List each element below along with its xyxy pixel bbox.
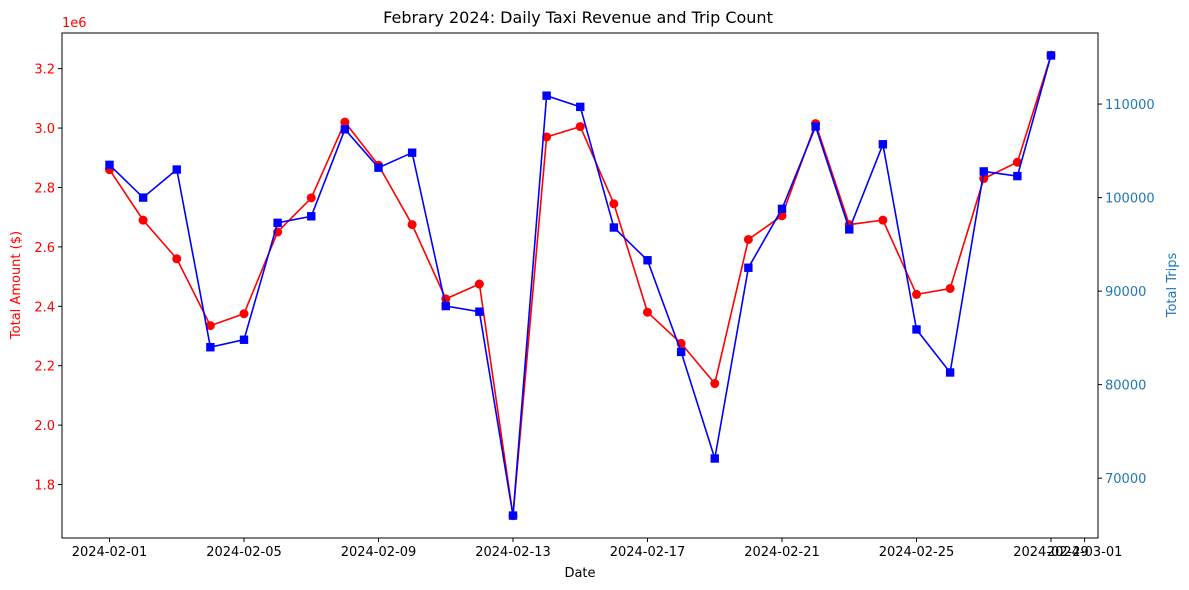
revenue-point bbox=[643, 307, 652, 317]
trips-point bbox=[609, 223, 619, 232]
left-axis-scale-label: 1e6 bbox=[62, 16, 87, 31]
revenue-point bbox=[138, 215, 148, 225]
trips-point bbox=[878, 140, 888, 149]
revenue-point bbox=[407, 220, 417, 230]
left-tick-label: 2.6 bbox=[34, 241, 55, 256]
right-tick-label: 80000 bbox=[1105, 379, 1146, 394]
revenue-point bbox=[205, 321, 215, 331]
trips-point bbox=[172, 165, 181, 174]
revenue-point bbox=[609, 199, 619, 209]
left-axis: 1.8 2.0 2.2 2.4 2.6 2.8 3.0 3.2 bbox=[34, 63, 62, 494]
trips-point bbox=[912, 325, 921, 334]
x-tick-label: 2024-02-01 bbox=[72, 545, 148, 560]
revenue-point bbox=[945, 283, 955, 293]
left-tick-label: 2.8 bbox=[34, 181, 55, 196]
x-tick-label: 2024-02-13 bbox=[475, 545, 551, 560]
trips-point bbox=[206, 343, 215, 352]
revenue-point bbox=[1012, 157, 1022, 167]
right-tick-label: 90000 bbox=[1105, 285, 1146, 300]
trips-point bbox=[1013, 171, 1022, 181]
left-axis-label: Total Amount ($) bbox=[9, 231, 24, 340]
left-tick-label: 3.0 bbox=[34, 122, 55, 137]
left-tick-label: 1.8 bbox=[34, 479, 55, 494]
trips-point bbox=[744, 263, 753, 272]
x-tick-label: 2024-02-25 bbox=[879, 545, 955, 560]
trips-point bbox=[1046, 51, 1056, 60]
x-tick-label: 2024-02-09 bbox=[341, 545, 417, 560]
trips-point bbox=[979, 167, 988, 176]
right-axis: 70000 80000 90000 100000 110000 bbox=[1098, 98, 1155, 487]
left-tick-label: 3.2 bbox=[34, 63, 55, 78]
trips-point bbox=[710, 454, 719, 463]
trips-point bbox=[945, 368, 955, 377]
revenue-point bbox=[172, 254, 182, 264]
trips-point bbox=[407, 148, 417, 157]
revenue-point bbox=[743, 234, 753, 244]
trips-point bbox=[441, 301, 450, 311]
x-tick-label: 2024-03-01 bbox=[1047, 545, 1123, 560]
revenue-point bbox=[710, 379, 720, 389]
trips-point bbox=[307, 212, 316, 221]
revenue-point bbox=[542, 132, 552, 142]
plot-area bbox=[61, 32, 1099, 539]
trips-point bbox=[105, 160, 114, 170]
left-tick-label: 2.0 bbox=[34, 419, 55, 434]
revenue-point bbox=[575, 122, 585, 132]
x-tick-label: 2024-02-29 bbox=[1013, 545, 1089, 560]
revenue-point bbox=[340, 117, 350, 127]
trips-point bbox=[643, 256, 652, 265]
series-layer bbox=[105, 50, 1056, 521]
trips-point bbox=[475, 307, 484, 316]
right-axis-label: Total Trips bbox=[1165, 253, 1180, 319]
trips-point bbox=[676, 347, 686, 357]
trips-point bbox=[845, 225, 854, 234]
x-axis-label: Date bbox=[564, 566, 595, 581]
right-tick-label: 110000 bbox=[1105, 98, 1155, 113]
x-tick-label: 2024-02-05 bbox=[206, 545, 282, 560]
x-tick-label: 2024-02-17 bbox=[610, 545, 686, 560]
trips-point bbox=[239, 335, 249, 344]
x-axis: 2024-02-01 2024-02-05 2024-02-09 2024-02-13… bbox=[72, 538, 1123, 560]
right-tick-label: 70000 bbox=[1105, 472, 1146, 487]
trips-point bbox=[340, 125, 350, 134]
trips-point bbox=[576, 102, 585, 112]
trips-point bbox=[138, 193, 148, 202]
revenue-point bbox=[239, 309, 249, 319]
trips-point bbox=[508, 511, 518, 520]
revenue-point bbox=[474, 279, 484, 289]
x-tick-label: 2024-02-21 bbox=[744, 545, 820, 560]
right-tick-label: 100000 bbox=[1105, 192, 1155, 207]
trips-point bbox=[777, 204, 787, 214]
trips-point bbox=[374, 163, 383, 172]
left-tick-label: 2.2 bbox=[34, 360, 55, 375]
trips-point bbox=[273, 218, 282, 228]
trips-point bbox=[542, 91, 551, 100]
trips-point bbox=[811, 122, 820, 131]
revenue-point bbox=[912, 289, 921, 299]
revenue-point bbox=[878, 215, 888, 225]
left-tick-label: 2.4 bbox=[34, 300, 55, 315]
chart-title: Febrary 2024: Daily Taxi Revenue and Tri… bbox=[383, 8, 773, 27]
revenue-point bbox=[306, 193, 316, 203]
